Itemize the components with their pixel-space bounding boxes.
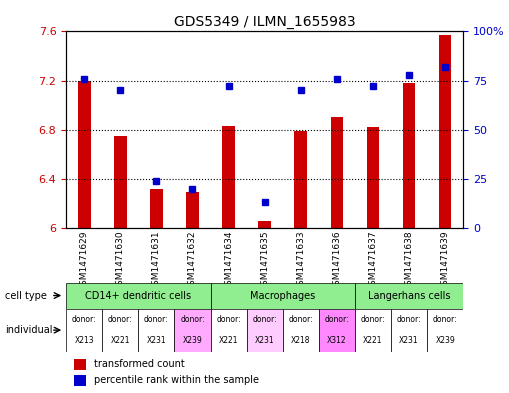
Text: X239: X239 bbox=[183, 336, 203, 345]
Text: donor:: donor: bbox=[108, 315, 133, 324]
Text: donor:: donor: bbox=[144, 315, 168, 324]
Bar bbox=[78, 81, 91, 228]
Text: X239: X239 bbox=[435, 336, 455, 345]
Title: GDS5349 / ILMN_1655983: GDS5349 / ILMN_1655983 bbox=[174, 15, 355, 29]
Text: X231: X231 bbox=[399, 336, 419, 345]
Bar bbox=[403, 83, 415, 228]
Bar bbox=[366, 127, 379, 228]
Text: GSM1471629: GSM1471629 bbox=[80, 231, 89, 291]
Bar bbox=[150, 189, 163, 228]
Bar bbox=[74, 375, 86, 386]
Text: GSM1471636: GSM1471636 bbox=[332, 231, 342, 291]
FancyBboxPatch shape bbox=[282, 309, 319, 352]
Text: X231: X231 bbox=[255, 336, 274, 345]
Text: X231: X231 bbox=[147, 336, 166, 345]
Text: GSM1471639: GSM1471639 bbox=[441, 231, 449, 291]
Text: cell type: cell type bbox=[5, 290, 47, 301]
Text: X221: X221 bbox=[110, 336, 130, 345]
FancyBboxPatch shape bbox=[102, 309, 138, 352]
Text: X312: X312 bbox=[327, 336, 347, 345]
Bar bbox=[74, 359, 86, 369]
FancyBboxPatch shape bbox=[247, 309, 282, 352]
Text: transformed count: transformed count bbox=[94, 359, 185, 369]
Text: X213: X213 bbox=[74, 336, 94, 345]
Text: donor:: donor: bbox=[289, 315, 313, 324]
FancyBboxPatch shape bbox=[138, 309, 175, 352]
FancyBboxPatch shape bbox=[355, 309, 391, 352]
Text: Macrophages: Macrophages bbox=[250, 291, 316, 301]
Text: donor:: donor: bbox=[325, 315, 349, 324]
Text: percentile rank within the sample: percentile rank within the sample bbox=[94, 375, 259, 385]
FancyBboxPatch shape bbox=[391, 309, 427, 352]
Text: donor:: donor: bbox=[252, 315, 277, 324]
FancyBboxPatch shape bbox=[66, 309, 102, 352]
Text: GSM1471634: GSM1471634 bbox=[224, 231, 233, 291]
FancyBboxPatch shape bbox=[66, 283, 211, 309]
Text: GSM1471638: GSM1471638 bbox=[405, 231, 413, 291]
Text: donor:: donor: bbox=[361, 315, 385, 324]
Text: X218: X218 bbox=[291, 336, 310, 345]
Text: GSM1471635: GSM1471635 bbox=[260, 231, 269, 291]
Text: X221: X221 bbox=[219, 336, 238, 345]
FancyBboxPatch shape bbox=[355, 283, 463, 309]
Text: individual: individual bbox=[5, 325, 52, 335]
Bar bbox=[114, 136, 127, 228]
Text: X221: X221 bbox=[363, 336, 383, 345]
Text: Langerhans cells: Langerhans cells bbox=[368, 291, 450, 301]
Text: GSM1471630: GSM1471630 bbox=[116, 231, 125, 291]
FancyBboxPatch shape bbox=[211, 283, 355, 309]
Text: GSM1471631: GSM1471631 bbox=[152, 231, 161, 291]
Text: GSM1471632: GSM1471632 bbox=[188, 231, 197, 291]
Text: donor:: donor: bbox=[216, 315, 241, 324]
Text: donor:: donor: bbox=[72, 315, 97, 324]
Bar bbox=[294, 131, 307, 228]
Text: donor:: donor: bbox=[180, 315, 205, 324]
FancyBboxPatch shape bbox=[175, 309, 211, 352]
Bar bbox=[222, 126, 235, 228]
Bar bbox=[259, 220, 271, 228]
Text: CD14+ dendritic cells: CD14+ dendritic cells bbox=[86, 291, 191, 301]
FancyBboxPatch shape bbox=[319, 309, 355, 352]
Text: donor:: donor: bbox=[397, 315, 421, 324]
FancyBboxPatch shape bbox=[211, 309, 247, 352]
Text: GSM1471633: GSM1471633 bbox=[296, 231, 305, 291]
Text: donor:: donor: bbox=[433, 315, 458, 324]
Bar bbox=[186, 192, 199, 228]
Text: GSM1471637: GSM1471637 bbox=[369, 231, 378, 291]
Bar bbox=[330, 118, 343, 228]
Bar bbox=[439, 35, 451, 228]
FancyBboxPatch shape bbox=[427, 309, 463, 352]
